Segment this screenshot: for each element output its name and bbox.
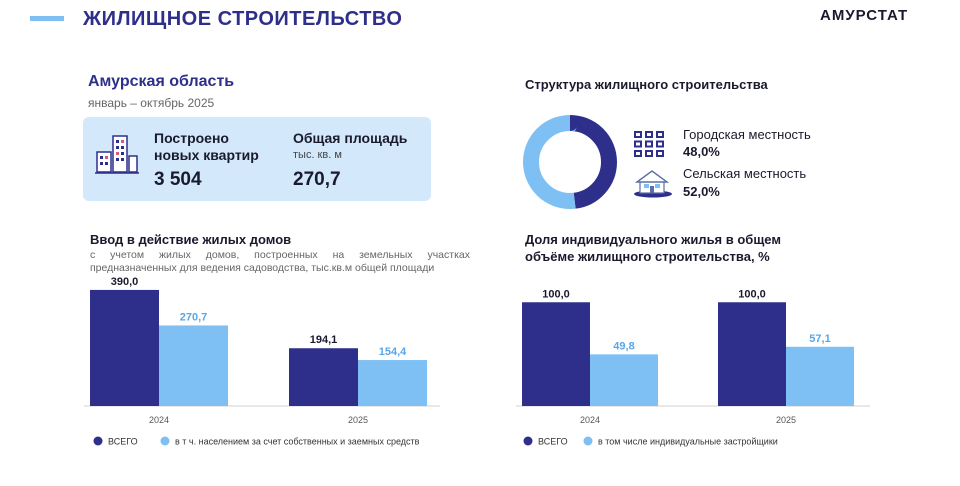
- urban-value: 48,0%: [683, 144, 720, 159]
- region-title: Амурская область: [88, 73, 235, 90]
- bar-2024-series-1: [90, 289, 159, 406]
- legend-marker-2: [160, 436, 170, 446]
- urban-label: Городская местность: [683, 127, 811, 142]
- apartments-label: Построено новых квартир: [154, 130, 259, 164]
- legend-marker-1: [93, 436, 103, 446]
- data-label-2025-series-2: 154,4: [379, 346, 407, 358]
- house-icon: [634, 170, 672, 198]
- share-chart-title-line2: объёме жилищного строительства, %: [525, 249, 770, 264]
- bar-2024-series-2: [590, 354, 658, 406]
- apartments-label-line2: новых квартир: [154, 147, 259, 163]
- legend-label-2: в т ч. населением за счет собственных и …: [175, 437, 420, 447]
- housing-chart-title: Ввод в действие жилых домов: [90, 232, 292, 247]
- period-label: январь – октябрь 2025: [88, 96, 215, 110]
- legend-marker-2: [583, 436, 593, 446]
- share-chart-title: Доля индивидуального жилья в общем объём…: [525, 231, 781, 265]
- brand-logo: АМУРСТАТ: [820, 7, 909, 24]
- tick-label-2025: 2025: [348, 415, 368, 425]
- apartments-label-line1: Построено: [154, 130, 229, 146]
- kpi-panel: Построено новых квартир 3 504 Общая площ…: [83, 117, 431, 201]
- bar-2025-series-2: [786, 346, 854, 406]
- legend-label-1: ВСЕГО: [538, 437, 568, 447]
- data-label-2024-series-2: 270,7: [180, 311, 208, 323]
- bar-2025-series-1: [289, 348, 358, 406]
- tick-label-2025: 2025: [776, 415, 796, 425]
- tick-label-2024: 2024: [149, 415, 169, 425]
- data-label-2025-series-2: 57,1: [809, 333, 830, 345]
- structure-title: Структура жилищного строительства: [525, 77, 768, 92]
- area-label: Общая площадь: [293, 130, 408, 146]
- structure-donut-chart: [523, 115, 617, 209]
- bar-2025-series-2: [358, 360, 427, 406]
- bar-2024-series-1: [522, 302, 590, 406]
- bar-2025-series-1: [718, 302, 786, 406]
- data-label-2025-series-1: 100,0: [738, 288, 766, 300]
- rural-label: Сельская местность: [683, 166, 807, 181]
- bar-2024-series-2: [159, 325, 228, 406]
- apartment-building-icon: [634, 131, 664, 157]
- legend-label-1: ВСЕГО: [108, 437, 138, 447]
- apartments-value: 3 504: [154, 169, 202, 190]
- share-bar-chart: 100,0 49,8 2024 100,0 57,1 2025 ВСЕГО в том чис…: [516, 288, 870, 447]
- housing-chart-subtitle: с учетом жилых домов, построенных на зем…: [90, 249, 470, 274]
- area-value: 270,7: [293, 169, 341, 190]
- header-accent-bar: [30, 16, 64, 21]
- legend-label-2: в том числе индивидуальные застройщики: [598, 437, 778, 447]
- data-label-2024-series-1: 100,0: [542, 288, 570, 300]
- tick-label-2024: 2024: [580, 415, 600, 425]
- share-chart-title-line1: Доля индивидуального жилья в общем: [525, 232, 781, 247]
- donut-slice-rural: [523, 115, 617, 209]
- data-label-2024-series-2: 49,8: [613, 340, 634, 352]
- data-label-2025-series-1: 194,1: [310, 334, 338, 346]
- data-label-2024-series-1: 390,0: [111, 276, 139, 288]
- legend-marker-1: [523, 436, 533, 446]
- rural-value: 52,0%: [683, 184, 720, 199]
- page-title: ЖИЛИЩНОЕ СТРОИТЕЛЬСТВО: [83, 8, 403, 30]
- area-unit: тыс. кв. м: [293, 149, 342, 161]
- housing-bar-chart: 390,0 270,7 2024 194,1 154,4 2025 ВСЕГО в т ч. …: [84, 276, 440, 447]
- apartments-icon: [95, 135, 139, 174]
